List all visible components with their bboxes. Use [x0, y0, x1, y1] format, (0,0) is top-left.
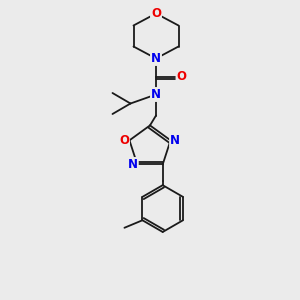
- Text: O: O: [119, 134, 129, 147]
- Text: N: N: [170, 134, 180, 147]
- Text: O: O: [151, 7, 161, 20]
- Text: N: N: [128, 158, 138, 171]
- Text: N: N: [151, 88, 161, 101]
- Text: O: O: [176, 70, 187, 83]
- Text: N: N: [151, 52, 161, 65]
